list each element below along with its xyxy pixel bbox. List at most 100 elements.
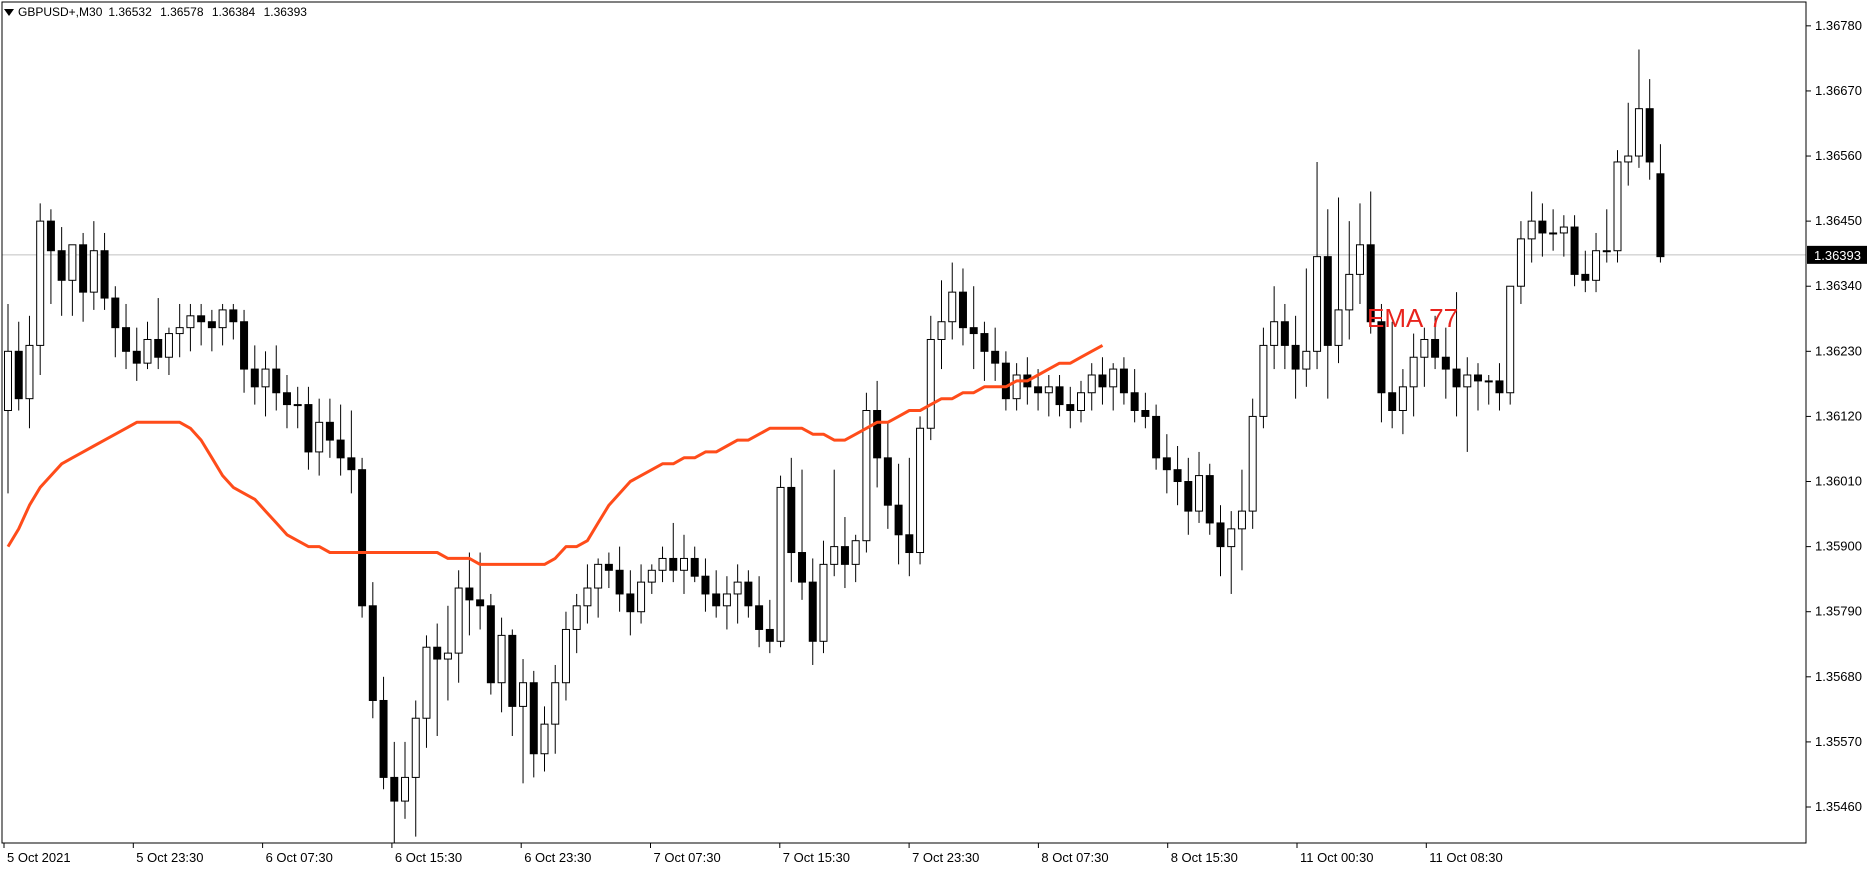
x-tick-label: 8 Oct 07:30 [1041,850,1108,865]
candle-body [100,250,109,299]
candle [282,374,291,429]
candle [422,635,431,748]
candle-body [1581,273,1590,281]
candle-body [46,220,55,252]
candle [1119,357,1128,405]
ema-label: EMA 77 [1367,303,1459,333]
candle [347,410,356,494]
candle [411,700,420,837]
candle [615,546,624,612]
candle-body [1409,356,1418,388]
candle-body [776,486,785,642]
candle [583,564,592,624]
candle-body [1592,250,1601,281]
candle [154,298,163,370]
candle [1184,457,1193,535]
candle-body [1205,475,1214,524]
candle-body [36,220,45,346]
candle-body [733,581,742,595]
y-tick-label: 1.36780 [1815,18,1862,33]
candle-body [390,776,399,802]
ohlc-readout: 1.36532 1.36578 1.36384 1.36393 [108,5,312,19]
candle-body [1248,415,1257,512]
candle-body [1398,386,1407,412]
x-tick-label: 6 Oct 07:30 [266,850,333,865]
candle [1656,144,1665,263]
candle-body [1119,368,1128,394]
candle-body [1313,256,1322,352]
candle [315,398,324,476]
candle-body [1087,374,1096,394]
candle-body [926,338,935,429]
candle [1549,209,1558,251]
candle-body [1162,457,1171,471]
candle-body [1602,250,1611,253]
x-tick-label: 7 Oct 23:30 [912,850,979,865]
ema-77-line [6,344,1104,566]
candle-body [1516,238,1525,287]
candle [122,303,131,370]
candle-body [626,593,635,613]
candle [1162,434,1171,494]
candle-body [894,504,903,536]
candle-body [1345,273,1354,311]
candle-body [197,315,206,323]
candle-body [486,605,495,684]
candle-body [1474,374,1483,382]
candle-body [1034,386,1043,394]
candle [916,416,925,565]
candle [197,303,206,346]
candle [1581,250,1590,293]
candle-body [1280,321,1289,346]
candle [1441,327,1450,399]
candle [229,303,238,340]
candle-body [261,368,270,388]
candle [1570,215,1579,287]
candle-body [937,321,946,340]
candle [1602,209,1611,263]
candle-body [175,327,184,335]
candle [905,457,914,577]
symbol-menu-icon[interactable] [4,8,14,16]
candle [765,599,774,654]
candle-body [840,546,849,565]
candle-body [154,338,163,358]
candle-body [1645,108,1654,163]
candle [358,457,367,618]
candle [186,303,195,352]
candle-body [1484,380,1493,383]
candle [1302,268,1311,387]
candle-body [1431,338,1440,358]
candle-body [958,291,967,329]
candle [712,570,721,618]
plot-frame [1,1,1807,844]
candle [529,670,538,778]
candle-body [1130,392,1139,412]
candle-body [325,421,334,441]
candle [594,558,603,618]
symbol-label: GBPUSD+,M30 [18,5,103,19]
candle-body [476,599,485,607]
candle [572,593,581,654]
candle-body [79,244,88,293]
candle-body [1366,244,1375,323]
candle [637,564,646,624]
candle [819,540,828,654]
x-tick-label: 7 Oct 07:30 [654,850,721,865]
candle [1141,392,1150,429]
candle [443,605,452,701]
candle [980,321,989,381]
candle-body [111,297,120,329]
candle [143,321,152,370]
candle-body [1420,338,1429,358]
candle [1291,315,1300,399]
candle-body [1388,392,1397,412]
candle-body [250,368,259,388]
candle [1195,451,1204,523]
candle [519,659,528,784]
candle-body [293,404,302,407]
candle-body [679,557,688,571]
